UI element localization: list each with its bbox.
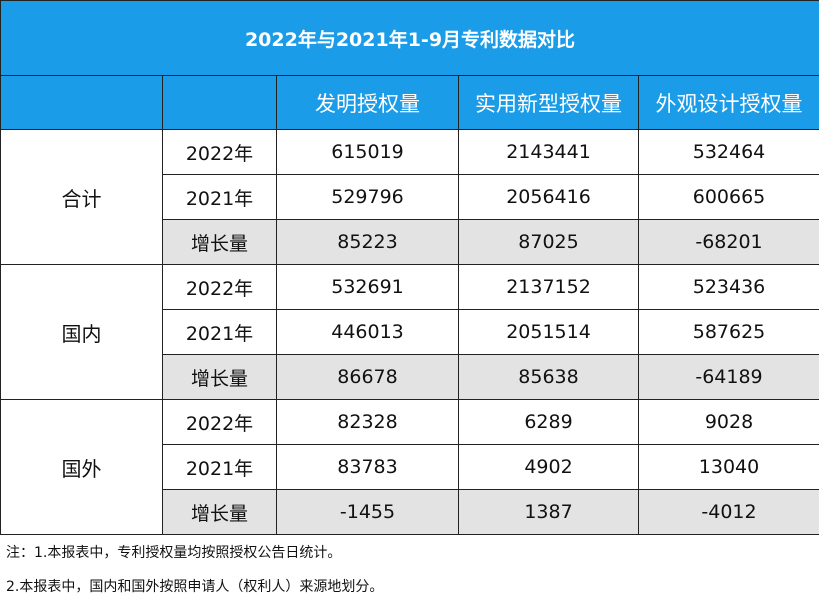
table-row: 国内 2022年 532691 2137152 523436 [0, 264, 819, 400]
footnote-1: 注：1.本报表中，专利授权量均按照授权公告日统计。 [6, 545, 342, 561]
table-row: 国外 2022年 82328 6289 9028 [0, 399, 819, 535]
value-cell: 13040 [638, 444, 819, 490]
value-cell: 83783 [276, 444, 459, 490]
value-cell: 600665 [638, 174, 819, 220]
row-label: 2021年 [162, 174, 277, 220]
value-cell: 6289 [458, 399, 639, 445]
column-header-utility-model: 实用新型授权量 [458, 75, 639, 130]
table-row: 合计 2022年 615019 2143441 532464 [0, 129, 819, 265]
table-row: 2021年 529796 2056416 600665 [1, 174, 819, 220]
value-cell: 529796 [276, 174, 459, 220]
header-empty-cell [0, 75, 163, 130]
value-cell: 587625 [638, 309, 819, 355]
row-label: 增长量 [162, 489, 277, 535]
value-cell: 4902 [458, 444, 639, 490]
row-label: 2021年 [162, 444, 277, 490]
value-cell: 523436 [638, 264, 819, 310]
group-label-domestic: 国内 [0, 264, 163, 400]
row-label: 2021年 [162, 309, 277, 355]
table-row: 增长量 -1455 1387 -4012 [1, 489, 819, 535]
value-cell: -68201 [638, 219, 819, 265]
column-header-design: 外观设计授权量 [638, 75, 819, 130]
patent-comparison-table: 2022年与2021年1-9月专利数据对比 发明授权量 实用新型授权量 外观设计… [0, 0, 819, 535]
group-label-foreign: 国外 [0, 399, 163, 535]
value-cell: 2143441 [458, 129, 639, 175]
value-cell: 446013 [276, 309, 459, 355]
value-cell: -4012 [638, 489, 819, 535]
column-header-invention: 发明授权量 [276, 75, 459, 130]
value-cell: 1387 [458, 489, 639, 535]
group-label-total: 合计 [0, 129, 163, 265]
value-cell: -1455 [276, 489, 459, 535]
value-cell: 85223 [276, 219, 459, 265]
value-cell: 2056416 [458, 174, 639, 220]
value-cell: 9028 [638, 399, 819, 445]
value-cell: 87025 [458, 219, 639, 265]
table-title: 2022年与2021年1-9月专利数据对比 [0, 0, 819, 76]
table-row: 增长量 86678 85638 -64189 [1, 354, 819, 400]
value-cell: 82328 [276, 399, 459, 445]
row-label: 增长量 [162, 354, 277, 400]
value-cell: 85638 [458, 354, 639, 400]
header-empty-cell [162, 75, 277, 130]
value-cell: -64189 [638, 354, 819, 400]
value-cell: 615019 [276, 129, 459, 175]
row-label: 2022年 [162, 399, 277, 445]
table-row: 增长量 85223 87025 -68201 [1, 219, 819, 265]
row-label: 2022年 [162, 129, 277, 175]
table-row: 2021年 83783 4902 13040 [1, 444, 819, 490]
footnote-2: 2.本报表中，国内和国外按照申请人（权利人）来源地划分。 [6, 579, 384, 595]
table-row: 2021年 446013 2051514 587625 [1, 309, 819, 355]
value-cell: 532691 [276, 264, 459, 310]
value-cell: 532464 [638, 129, 819, 175]
row-label: 2022年 [162, 264, 277, 310]
row-label: 增长量 [162, 219, 277, 265]
value-cell: 86678 [276, 354, 459, 400]
value-cell: 2137152 [458, 264, 639, 310]
value-cell: 2051514 [458, 309, 639, 355]
